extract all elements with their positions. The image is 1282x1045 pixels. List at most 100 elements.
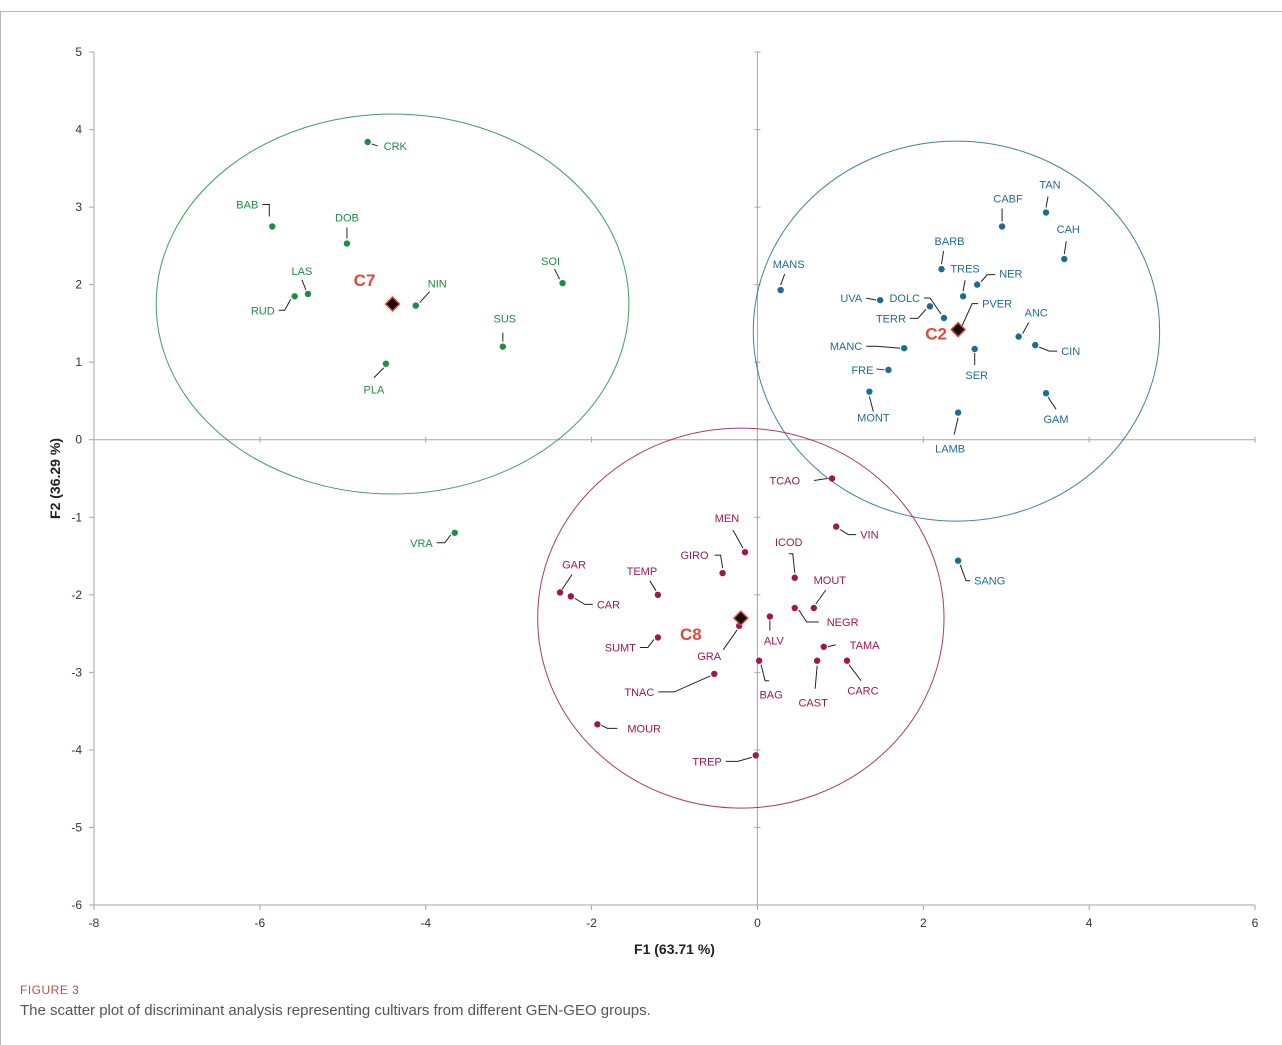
point-label: PLA: [364, 385, 385, 397]
leader-line: [962, 280, 966, 292]
point-label: BAG: [759, 690, 782, 702]
leader-line: [649, 580, 657, 592]
y-tick-label: -5: [71, 820, 82, 834]
data-point: [813, 657, 821, 664]
leader-line: [1039, 346, 1058, 352]
point-label: DOLC: [889, 293, 920, 305]
point-label: CAST: [798, 698, 828, 710]
point-label: FRE: [851, 365, 873, 377]
y-tick-label: -3: [71, 665, 82, 679]
y-tick-label: 3: [75, 200, 82, 214]
data-point: [1032, 341, 1039, 349]
data-point: [1042, 390, 1050, 397]
data-point: [973, 281, 981, 288]
centroid-label: C2: [925, 325, 947, 344]
centroid-label: C7: [354, 271, 376, 290]
data-point: [833, 523, 840, 530]
point-label: TRES: [950, 263, 979, 275]
leader-line: [714, 554, 724, 569]
y-tick-label: -2: [71, 588, 82, 602]
leader-line: [815, 589, 827, 605]
point-label: TAMA: [850, 640, 880, 652]
point-label: DOB: [335, 213, 359, 225]
leader-line: [601, 724, 618, 729]
y-tick-label: 2: [75, 278, 82, 292]
point-label: CRK: [384, 141, 408, 153]
point-label: SOI: [541, 256, 560, 268]
leader-line: [876, 368, 885, 371]
data-point: [755, 657, 763, 664]
point-label: TNAC: [624, 687, 654, 699]
x-tick-label: -8: [89, 916, 100, 930]
figure-caption: The scatter plot of discriminant analysi…: [20, 1002, 651, 1019]
data-point: [843, 657, 851, 664]
point-label: CAR: [597, 599, 620, 611]
leader-line: [909, 309, 927, 319]
leader-line: [814, 665, 818, 689]
data-point: [556, 589, 564, 596]
data-point: [828, 475, 836, 482]
point-label: PVER: [982, 299, 1012, 311]
y-tick-label: -4: [71, 743, 82, 757]
data-point: [866, 388, 873, 395]
leader-line: [780, 273, 786, 286]
data-point: [269, 223, 276, 230]
point-label: CARC: [847, 686, 878, 698]
data-point: [1042, 209, 1050, 216]
point-label: TCAO: [770, 476, 801, 488]
y-tick-label: -1: [71, 510, 82, 524]
data-point: [876, 296, 884, 304]
data-point: [559, 279, 566, 287]
leader-line: [798, 609, 819, 623]
leader-line: [574, 597, 593, 605]
data-point: [719, 569, 726, 577]
leader-line: [1047, 396, 1057, 410]
data-point: [926, 303, 934, 310]
centroid-marker: [950, 321, 967, 338]
point-label: GRA: [697, 651, 722, 663]
point-label: NIN: [428, 279, 447, 291]
point-label: NEGR: [827, 617, 859, 629]
y-tick-label: 1: [75, 355, 82, 369]
data-point: [791, 574, 798, 581]
point-label: RUD: [251, 305, 275, 317]
point-label: TREP: [692, 756, 721, 768]
data-point: [654, 634, 662, 641]
leader-line: [639, 639, 655, 648]
y-axis-title: F2 (36.29 %): [47, 438, 63, 519]
data-point: [971, 345, 978, 353]
point-label: TAN: [1039, 180, 1060, 192]
cluster-ellipse-c2: [752, 140, 1161, 522]
leader-line: [980, 274, 996, 282]
leader-line: [1022, 322, 1030, 334]
point-label: NER: [999, 269, 1022, 281]
leader-line: [839, 529, 857, 536]
point-label: SUS: [494, 314, 517, 326]
leader-line: [725, 756, 752, 762]
data-point: [343, 240, 351, 247]
point-label: GAR: [562, 559, 586, 571]
x-axis-title: F1 (63.71 %): [634, 941, 715, 957]
data-point: [998, 223, 1006, 230]
data-point: [901, 345, 908, 352]
y-tick-label: 4: [75, 123, 82, 137]
leader-line: [371, 143, 378, 147]
data-point: [567, 593, 575, 600]
data-point: [412, 302, 419, 309]
leader-line: [419, 291, 431, 303]
leader-line: [953, 417, 959, 435]
point-label: LAMB: [935, 444, 965, 456]
point-label: VRA: [410, 538, 433, 550]
leader-line: [788, 553, 796, 573]
point-label: MONT: [857, 413, 890, 425]
point-label: ANC: [1025, 308, 1048, 320]
data-point: [304, 290, 312, 298]
leader-line: [813, 478, 828, 481]
point-label: VIN: [860, 530, 878, 542]
data-point: [1015, 333, 1022, 340]
leader-line: [827, 644, 836, 648]
point-label: LAS: [292, 266, 313, 278]
point-label: MOUR: [627, 723, 661, 735]
leader-line: [722, 629, 738, 651]
